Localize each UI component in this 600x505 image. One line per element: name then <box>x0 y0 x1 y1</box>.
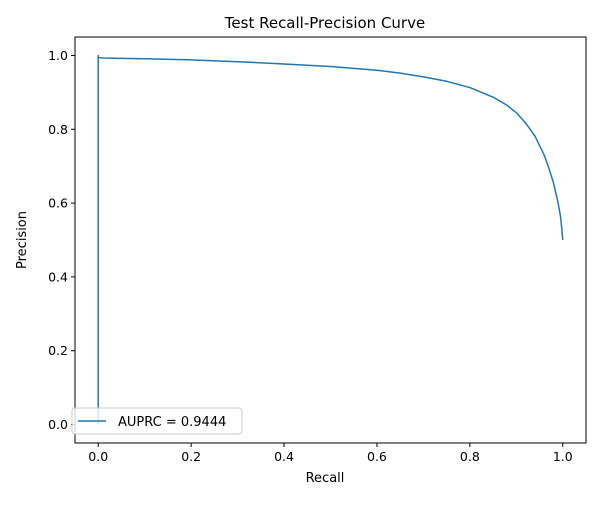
chart-title: Test Recall-Precision Curve <box>224 14 425 32</box>
x-tick-label: 0.8 <box>460 449 480 464</box>
axes-frame <box>74 36 587 444</box>
x-axis-ticks: 0.0 0.2 0.4 0.6 0.8 1.0 <box>88 443 573 464</box>
legend: AUPRC = 0.9444 <box>71 407 243 435</box>
x-tick-label: 0.2 <box>181 449 201 464</box>
y-tick-label: 1.0 <box>48 48 68 63</box>
y-tick-label: 0.4 <box>48 269 68 284</box>
x-axis-label: Recall <box>306 471 345 486</box>
x-tick-label: 1.0 <box>553 449 573 464</box>
y-tick-label: 0.8 <box>48 122 68 137</box>
y-axis-label: Precision <box>15 211 30 269</box>
y-tick-label: 0.0 <box>48 417 68 432</box>
legend-box <box>71 407 243 435</box>
y-tick-label: 0.6 <box>48 196 68 211</box>
y-tick-label: 0.2 <box>48 343 68 358</box>
plot-area <box>97 54 564 425</box>
x-tick-label: 0.4 <box>274 449 294 464</box>
series-line-0 <box>97 54 564 425</box>
y-axis-ticks: 0.0 0.2 0.4 0.6 0.8 1.0 <box>48 48 75 432</box>
legend-label: AUPRC = 0.9444 <box>118 415 226 430</box>
x-tick-label: 0.6 <box>367 449 387 464</box>
x-tick-label: 0.0 <box>88 449 108 464</box>
